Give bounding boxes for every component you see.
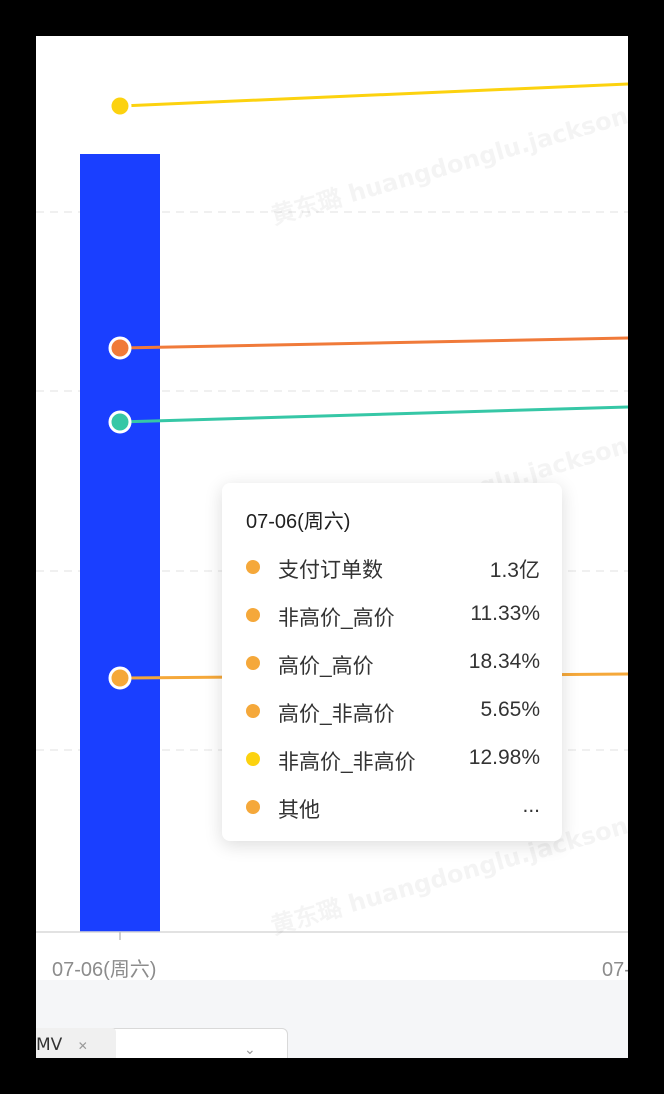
- tooltip-series-value: 1.3亿: [489, 559, 540, 582]
- legend-dot-icon: [246, 560, 260, 574]
- series-point: [108, 94, 132, 118]
- tooltip-series-name: 其他: [278, 799, 320, 822]
- series-point: [108, 666, 132, 690]
- tooltip-series-value: 12.98%: [468, 746, 540, 769]
- chart-tooltip: 07-06(周六) 支付订单数 1.3亿非高价_高价 11.33% 高价_高价 18.3…: [222, 483, 562, 841]
- tooltip-row: 支付订单数 1.3亿: [246, 551, 540, 582]
- tooltip-row: 其他...: [246, 791, 540, 822]
- tooltip-row: 非高价_非高价 12.98%: [246, 743, 540, 774]
- tooltip-series-name: 高价_非高价: [278, 703, 395, 726]
- series-point: [108, 410, 132, 434]
- tooltip-series-value: 11.33%: [470, 602, 540, 625]
- legend-dot-icon: [246, 656, 260, 670]
- legend-dot-icon: [246, 800, 260, 814]
- bars: [80, 154, 160, 932]
- x-tick-label: 07-07: [602, 959, 628, 980]
- tooltip-row: 高价_高价 18.34%: [246, 647, 540, 678]
- tag-close-icon[interactable]: ✕: [77, 1039, 88, 1053]
- chart-viewport: 07-06(周六)07-07 黄东璐 huangdonglu.jackson 黄…: [36, 36, 628, 1058]
- legend-dot-icon: [246, 704, 260, 718]
- legend-dot-icon: [246, 608, 260, 622]
- series-lines: [108, 82, 628, 690]
- series-line: [119, 336, 628, 350]
- tooltip-series-value: 18.34%: [468, 650, 540, 673]
- chevron-down-icon[interactable]: ⌄: [244, 1042, 256, 1058]
- tooltip-series-value: 5.65%: [480, 698, 540, 721]
- x-axis: 07-06(周六) 07-07: [36, 931, 628, 980]
- tooltip-row: 非高价_高价 11.33%: [246, 599, 540, 630]
- chart-canvas: 07-06(周六) 07-07: [36, 82, 628, 980]
- tooltip-series-name: 支付订单数: [278, 559, 383, 582]
- tooltip-series-name: 高价_高价: [278, 655, 374, 678]
- legend-dot-icon: [246, 752, 260, 766]
- tooltip-row: 高价_非高价 5.65%: [246, 695, 540, 726]
- bar-07-06: [80, 154, 160, 932]
- x-tick-label: 07-06(周六): [52, 958, 156, 980]
- tooltip-title: 07-06(周六): [246, 511, 351, 533]
- series-point: [108, 336, 132, 360]
- series-line: [119, 82, 628, 108]
- select-tag-mv[interactable]: MV ✕: [36, 1028, 116, 1058]
- select-tag-label: MV: [36, 1035, 63, 1055]
- series-line: [119, 405, 628, 424]
- tooltip-series-name: 非高价_高价: [278, 607, 395, 630]
- tooltip-series-value: ...: [522, 794, 540, 817]
- tooltip-series-name: 非高价_非高价: [278, 751, 416, 774]
